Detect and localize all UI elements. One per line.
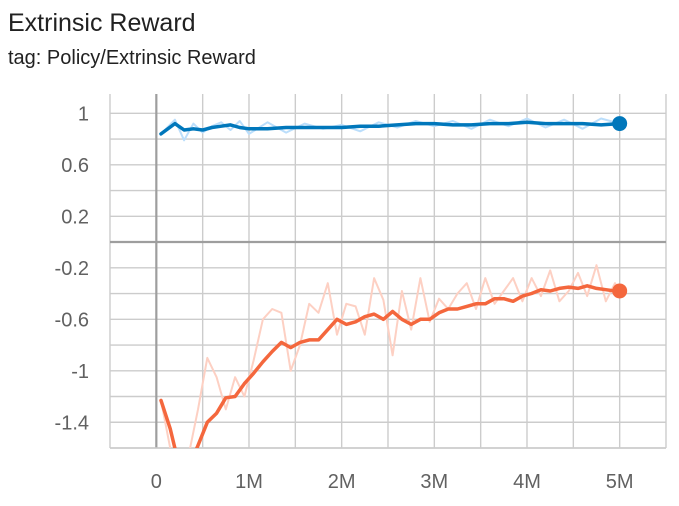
x-tick-label: 0 — [151, 471, 162, 493]
x-tick-label: 1M — [235, 471, 263, 493]
y-tick-label: 0.6 — [61, 155, 89, 177]
y-tick-label: -0.2 — [55, 258, 89, 280]
chart-subtitle: tag: Policy/Extrinsic Reward — [8, 47, 256, 69]
series-1-raw-line — [160, 264, 621, 448]
y-tick-label: 0.2 — [61, 206, 89, 228]
series-0-raw-line — [160, 117, 620, 142]
series-1-smoothed-line — [159, 284, 622, 448]
series-1-end-point — [612, 283, 628, 299]
axes — [110, 94, 666, 449]
y-tick-label: -1 — [71, 361, 89, 383]
grid — [109, 94, 667, 449]
x-tick-label: 4M — [513, 471, 541, 493]
x-tick-label: 2M — [328, 471, 356, 493]
y-tick-label: 1 — [78, 103, 89, 125]
tick-labels: 1 0.6 0.2 -0.2 -0.6 -1 -1.4 0 1M 2M 3M 4M 5M — [55, 103, 634, 493]
x-tick-label: 3M — [420, 471, 448, 493]
series-layer — [159, 116, 628, 448]
x-tick-label: 5M — [606, 471, 634, 493]
y-tick-label: -1.4 — [55, 412, 89, 434]
series-0-smoothed-line — [159, 120, 622, 136]
y-tick-label: -0.6 — [55, 309, 89, 331]
chart-title: Extrinsic Reward — [8, 9, 196, 37]
series-0-end-point — [612, 116, 628, 132]
